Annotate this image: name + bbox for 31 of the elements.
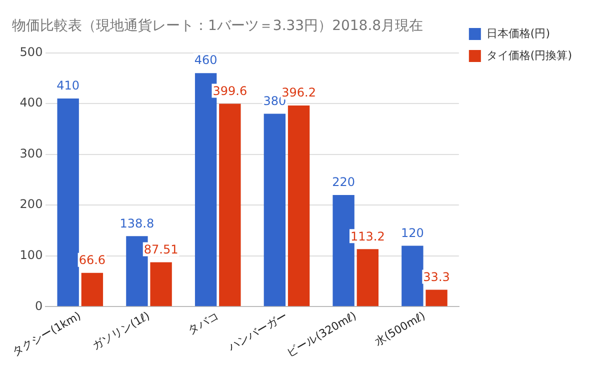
bar: [288, 106, 310, 306]
bar: [81, 272, 104, 306]
y-tick-label: 300: [20, 146, 43, 160]
data-label: 410: [56, 78, 80, 93]
data-label: 120: [400, 226, 424, 240]
bar: [426, 290, 448, 306]
x-tick-label: ガソリン(1ℓ): [90, 309, 152, 353]
bar: [150, 262, 172, 306]
data-label: 460: [194, 53, 218, 68]
y-tick-label: 400: [20, 96, 43, 110]
legend-label: 日本価格(円): [486, 26, 550, 40]
y-tick-label: 500: [20, 44, 43, 59]
data-label: 399.6: [212, 84, 248, 98]
legend-label: タイ価格(円換算): [486, 48, 572, 62]
x-tick-label: タバコ: [186, 309, 221, 337]
bar: [57, 98, 79, 306]
data-label: 138.8: [120, 216, 154, 230]
y-tick-label: 0: [35, 298, 43, 313]
bar: [356, 249, 379, 306]
bar: [219, 104, 241, 306]
data-label: 220: [332, 175, 356, 190]
data-label: 396.2: [282, 86, 316, 100]
data-label: 113.2: [350, 229, 385, 244]
bar: [402, 246, 424, 306]
bar: [264, 114, 286, 306]
y-tick-label: 200: [20, 197, 43, 212]
data-label: 87.51: [144, 242, 178, 256]
data-label: 33.3: [423, 270, 450, 284]
y-tick-label: 100: [20, 248, 43, 262]
data-label: 66.6: [78, 252, 106, 267]
chart-title: 物価比較表（現地通貨レート：1バーツ＝3.33円）2018.8月現在: [12, 18, 424, 34]
